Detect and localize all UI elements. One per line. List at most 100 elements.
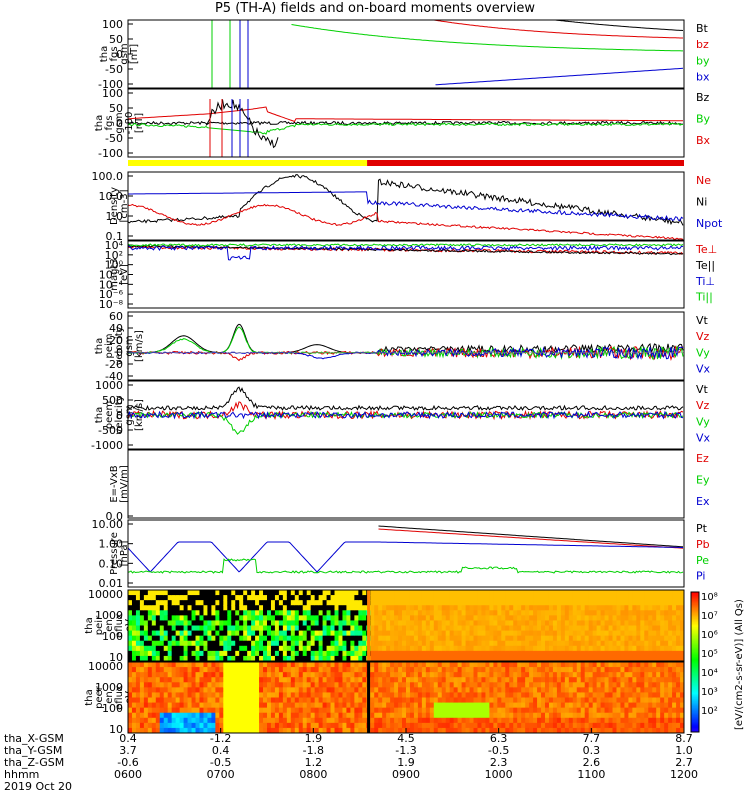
spectrogram-cell [588,692,594,698]
spectrogram-cell [564,672,570,678]
spectrogram-cell [600,672,606,678]
y-tick-label: 40 [109,322,123,335]
spectrogram-cell [243,667,248,673]
spectrogram-cell [227,610,232,616]
spectrogram-cell [672,595,677,601]
spectrogram-cell [219,610,224,616]
spectrogram-cell [263,717,268,724]
spectrogram-cell [298,712,304,719]
legend-entry: Vy [696,346,710,359]
spectrogram-cell [135,655,141,662]
spectrogram-cell [163,625,169,632]
spectrogram-cell [612,712,617,719]
spectrogram-cell [457,667,463,673]
colorbar-swatch [691,718,699,720]
spectrogram-cell [278,640,284,647]
spectrogram-cell [378,590,383,596]
colorbar-swatch [691,634,699,636]
spectrogram-cell [616,600,621,606]
spectrogram-cell [461,717,467,724]
colorbar-swatch [691,694,699,696]
spectrogram-cell [453,640,459,647]
spectrogram-cell [290,625,296,632]
spectrogram-cell [640,707,645,714]
spectrogram-cell [485,717,490,724]
spectrogram-cell [227,702,232,709]
spectrogram-cell [449,605,455,611]
spectrogram-cell [223,667,228,673]
spectrogram-cell [243,707,248,714]
spectrogram-cell [473,605,478,611]
spectrogram-cell [354,610,359,616]
spectrogram-cell [183,667,189,673]
spectrogram-cell [270,667,276,673]
spectrogram-cell [425,635,431,642]
spectrogram-cell [274,630,280,637]
spectrogram-cell [417,630,423,637]
spectrogram-cell [648,610,653,616]
spectrogram-cell [552,645,558,652]
spectrogram-cell [131,655,137,662]
spectrogram-cell [135,697,141,704]
spectrogram-cell [592,687,598,693]
y-tick-label: 20 [109,334,123,347]
spectrogram-cell [461,662,467,668]
spectrogram-cell [525,610,530,616]
spectrogram-cell [632,640,637,647]
spectrogram-cell [640,662,645,668]
spectrogram-cell [179,692,185,698]
spectrogram-cell [306,712,312,719]
legend-entry: Pe [696,554,709,567]
spectrogram-cell [282,610,288,616]
spectrogram-cell [326,640,332,647]
spectrogram-cell [259,645,264,652]
spectrogram-cell [163,600,169,606]
spectrogram-cell [417,625,423,632]
legend-entry: By [696,113,711,126]
spectrogram-cell [676,677,681,683]
spectrogram-cell [592,620,598,626]
spectrogram-cell [656,600,661,606]
spectrogram-cell [159,595,165,601]
spectrogram-cell [326,595,332,601]
spectrogram-cell [255,595,260,601]
spectrogram-cell [386,707,391,714]
spectrogram-cell [131,702,137,709]
spectrogram-cell [378,640,383,647]
spectrogram-cell [592,717,598,724]
spectrogram-cell [342,682,347,688]
spectrogram-cell [501,650,506,657]
spectrogram-cell [294,610,300,616]
spectrogram-cell [334,697,339,704]
spectrogram-cell [151,697,157,704]
spectrogram-cell [441,620,447,626]
spectrogram-cell [167,722,173,729]
spectrogram-cell [370,702,375,709]
spectrogram-cell [346,687,351,693]
spectrogram-cell [568,590,574,596]
spectrogram-cell [282,692,288,698]
spectrogram-cell [485,595,490,601]
spectrogram-cell [239,707,244,714]
spectrogram-cell [437,610,443,616]
spectrogram-cell [362,640,367,647]
series-Tiperp [127,244,684,261]
spectrogram-cell [632,595,637,601]
spectrogram-cell [656,655,661,662]
spectrogram-cell [374,667,379,673]
spectrogram-cell [437,625,443,632]
spectrogram-cell [449,712,455,719]
spectrogram-cell [346,727,351,734]
spectrogram-cell [274,615,280,621]
spectrogram-cell [402,727,407,734]
spectrogram-cell [560,600,566,606]
spectrogram-cell [493,722,498,729]
spectrogram-cell [247,687,252,693]
spectrogram-cell [247,692,252,698]
spectrogram-cell [632,590,637,596]
spectrogram-cell [580,672,586,678]
spectrogram-cell [290,717,296,724]
spectrogram-cell [545,687,550,693]
series-bz [433,19,683,39]
spectrogram-cell [453,600,459,606]
